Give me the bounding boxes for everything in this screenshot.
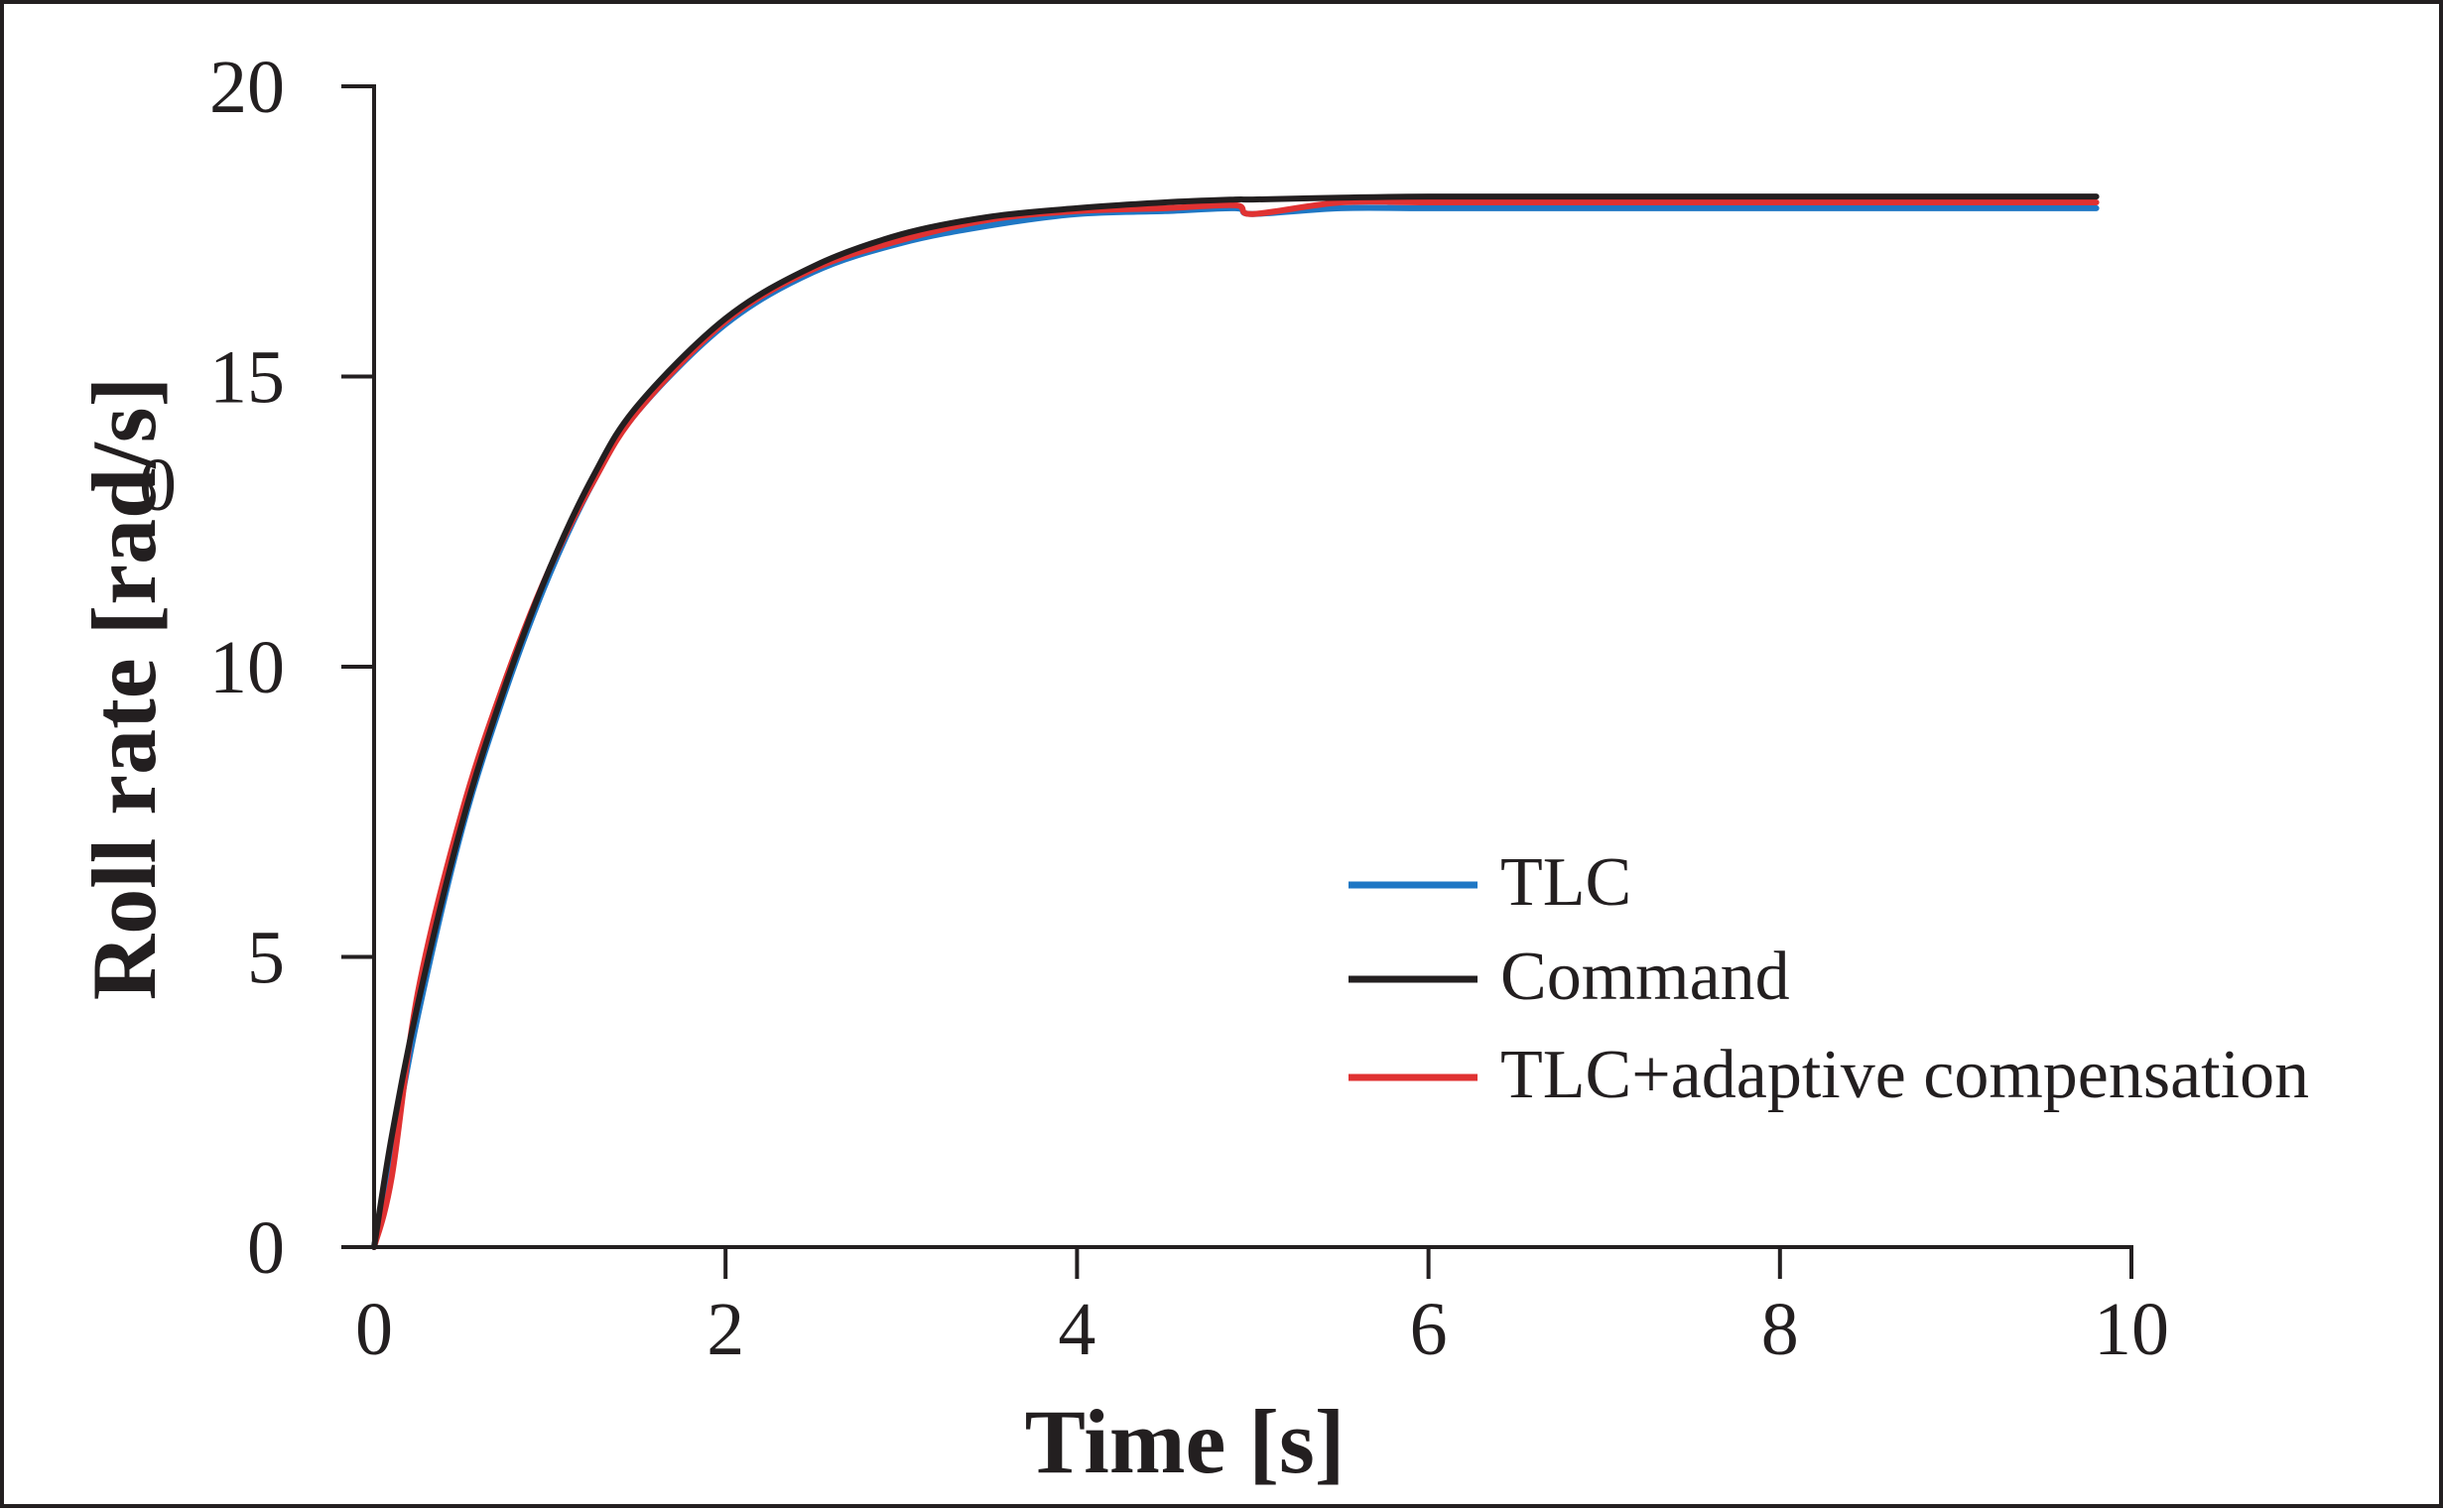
- x-axis-title: Time [s]: [1025, 1391, 1346, 1492]
- legend-label-tlc: TLC: [1500, 844, 1631, 921]
- y-axis-title: Roll rate [rad/s]: [73, 377, 175, 1001]
- x-tick-label: 0: [355, 1288, 393, 1371]
- series-line-command: [371, 193, 2100, 1250]
- legend-label-command: Command: [1500, 939, 1790, 1015]
- ticks-layer: 0 2 4 6 8 10 0 5 10 15 20: [209, 46, 2169, 1371]
- roll-rate-chart: 0 2 4 6 8 10 0 5 10 15 20 Time [s] Roll rate [rad/…: [73, 46, 2309, 1492]
- y-tick-label: 5: [247, 917, 285, 1000]
- x-tick-label: 10: [2094, 1288, 2169, 1371]
- x-tick-label: 4: [1058, 1288, 1095, 1371]
- y-tick-label: 15: [209, 336, 285, 420]
- legend-label-tlc-adaptive: TLC+adaptive compensation: [1500, 1037, 2309, 1113]
- x-axis-line: [374, 1245, 2133, 1279]
- series-layer: [371, 193, 2100, 1250]
- y-tick-label: 20: [209, 46, 285, 129]
- y-tick-label: 0: [247, 1206, 285, 1290]
- x-tick-label: 2: [707, 1288, 744, 1371]
- x-tick-label: 8: [1761, 1288, 1799, 1371]
- x-tick-label: 6: [1410, 1288, 1448, 1371]
- stray-tick-label: 0: [139, 443, 177, 527]
- y-tick-label: 10: [209, 626, 285, 709]
- series-line-tlc-adaptive: [371, 198, 2100, 1250]
- legend: TLC Command TLC+adaptive compensation: [1349, 844, 2309, 1113]
